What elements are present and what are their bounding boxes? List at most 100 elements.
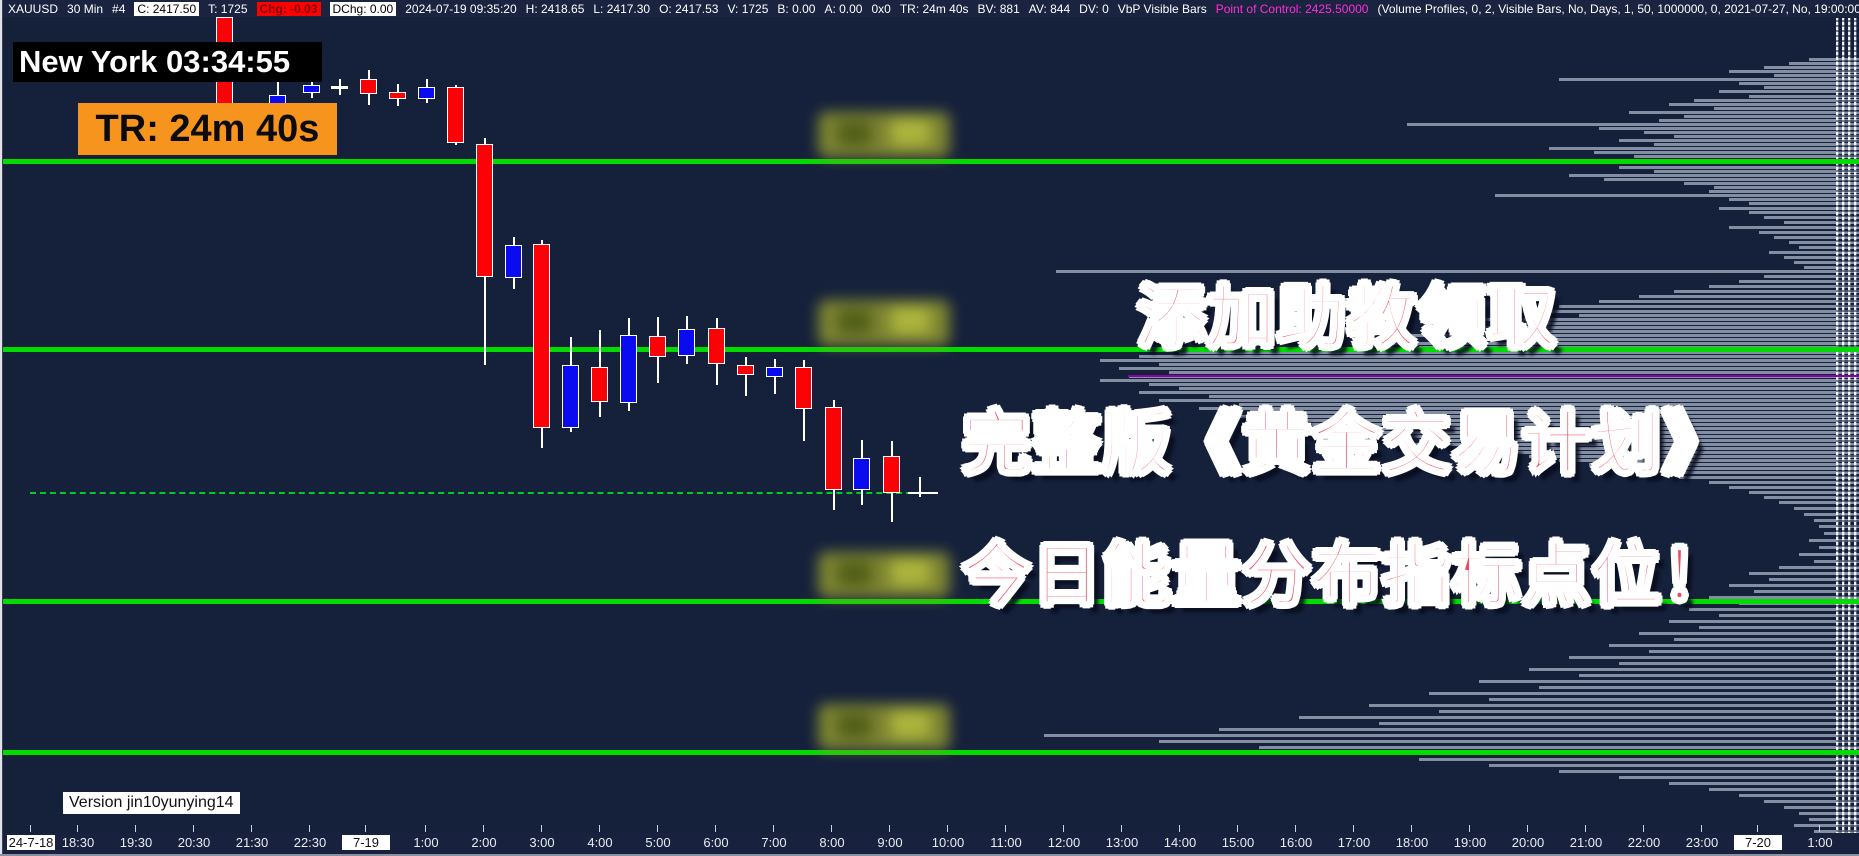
time-axis-label: 22:30 xyxy=(293,835,327,850)
time-axis-label: 20:00 xyxy=(1511,835,1545,850)
volume-profile-bar xyxy=(1709,788,1859,791)
time-axis-tick xyxy=(30,825,31,832)
time-axis-tick xyxy=(135,825,136,832)
volume-profile-bar xyxy=(1669,620,1859,623)
volume-profile-bar xyxy=(1199,407,1859,410)
time-axis-tick xyxy=(1585,825,1586,832)
volume-profile-bar xyxy=(1599,300,1859,303)
time-axis-tick xyxy=(1237,825,1238,832)
volume-profile-bar xyxy=(1784,806,1859,809)
volume-profile-bar xyxy=(1749,491,1859,494)
volume-profile-bar xyxy=(1619,467,1859,470)
time-axis-label: 22:00 xyxy=(1627,835,1661,850)
volume-profile-bar xyxy=(1139,355,1859,358)
down-candle-body xyxy=(447,87,464,143)
volume-profile-bar xyxy=(1489,698,1859,701)
time-axis-tick xyxy=(77,825,78,832)
blurred-price-label xyxy=(818,112,950,158)
volume-profile-bar xyxy=(1519,310,1859,313)
time-axis-label: 7:00 xyxy=(761,835,787,850)
status-segment: T: 1725 xyxy=(208,1,248,16)
key-level-line xyxy=(0,599,1859,604)
window-bottom-edge xyxy=(0,854,1859,856)
time-axis-label: 5:00 xyxy=(645,835,671,850)
volume-profile-bar xyxy=(1709,190,1859,193)
down-candle-body xyxy=(795,367,812,409)
time-axis-tick xyxy=(365,825,366,832)
price-axis-strip[interactable] xyxy=(1836,18,1859,852)
status-segment: 30 Min xyxy=(67,1,104,16)
up-candle-body xyxy=(620,335,637,403)
time-axis-tick xyxy=(831,825,832,832)
time-axis-tick xyxy=(1179,825,1180,832)
volume-profile-bar xyxy=(1714,107,1859,110)
volume-profile-bar xyxy=(1699,626,1859,629)
volume-profile-bar xyxy=(1119,367,1859,370)
up-candle-body xyxy=(766,367,783,377)
current-price-dashed-line xyxy=(30,492,932,494)
volume-profile-bar xyxy=(1056,270,1859,273)
volume-profile-bar xyxy=(1764,275,1859,278)
down-candle-body xyxy=(708,328,725,364)
volume-profile-bar xyxy=(1419,758,1859,761)
status-segment: L: 2417.30 xyxy=(593,1,651,16)
volume-profile-bar xyxy=(1739,794,1859,797)
time-axis-label: 4:00 xyxy=(587,835,613,850)
volume-profile-bar xyxy=(1789,62,1859,65)
time-axis[interactable]: 24-7-18 18:30 19:30 20:30 21:30 22:30 7-19 1:00… xyxy=(0,825,1859,856)
volume-profile-bar xyxy=(1259,411,1859,414)
volume-profile-bar xyxy=(1529,668,1859,671)
volume-profile-bar xyxy=(1459,338,1859,341)
time-axis-tick xyxy=(1527,825,1528,832)
volume-profile-bar xyxy=(1100,359,1859,362)
volume-profile-bar xyxy=(1794,261,1859,264)
volume-profile-bar xyxy=(1569,174,1859,177)
volume-profile-bar xyxy=(1764,86,1859,89)
volume-profile-bar xyxy=(1719,614,1859,617)
version-label: Version jin10yunying14 xyxy=(63,792,240,814)
volume-profile-bar xyxy=(1495,194,1859,197)
volume-profile-bar xyxy=(1429,692,1859,695)
time-axis-tick xyxy=(599,825,600,832)
volume-profile-bar xyxy=(1559,770,1859,773)
window-left-edge xyxy=(0,0,3,856)
time-axis-tick xyxy=(1121,825,1122,832)
volume-profile-bar xyxy=(1674,290,1859,293)
volume-profile-bar xyxy=(1709,596,1859,599)
status-segment: C: 2417.50 xyxy=(134,1,200,16)
volume-profile-bar xyxy=(1774,74,1859,77)
blurred-price-label xyxy=(818,300,950,346)
time-axis-tick xyxy=(1353,825,1354,832)
volume-profile-bar xyxy=(1609,644,1859,647)
volume-profile-bar xyxy=(1794,824,1859,827)
time-axis-tick xyxy=(483,825,484,832)
volume-profile-bar xyxy=(1599,127,1859,130)
time-axis-label: 20:30 xyxy=(177,835,211,850)
volume-profile-bar xyxy=(1659,119,1859,122)
down-candle-body xyxy=(389,92,406,99)
volume-profile-bar xyxy=(1764,66,1859,69)
volume-profile-bar xyxy=(1719,207,1859,210)
time-axis-label: 16:00 xyxy=(1279,835,1313,850)
volume-profile-bar xyxy=(1739,82,1859,85)
time-axis-label: 2:00 xyxy=(471,835,497,850)
volume-profile-bar xyxy=(1159,399,1859,402)
current-bar-marker xyxy=(908,492,938,494)
volume-profile-bar xyxy=(1709,285,1859,288)
volume-profile-bar xyxy=(1799,812,1859,815)
volume-profile-bar xyxy=(1594,151,1859,154)
volume-profile-bar xyxy=(1149,383,1859,386)
time-axis-label: 7-20 xyxy=(1734,835,1782,850)
key-level-line xyxy=(0,159,1859,164)
time-axis-tick xyxy=(309,825,310,832)
volume-profile-bar xyxy=(1669,782,1859,785)
time-axis-label: 11:00 xyxy=(990,835,1022,850)
volume-profile-bar xyxy=(1754,590,1859,593)
volume-profile-bar xyxy=(1279,419,1859,422)
time-axis-label: 8:00 xyxy=(819,835,845,850)
volume-profile-bar xyxy=(1559,459,1859,462)
status-segment: H: 2418.65 xyxy=(525,1,585,16)
time-axis-tick xyxy=(715,825,716,832)
